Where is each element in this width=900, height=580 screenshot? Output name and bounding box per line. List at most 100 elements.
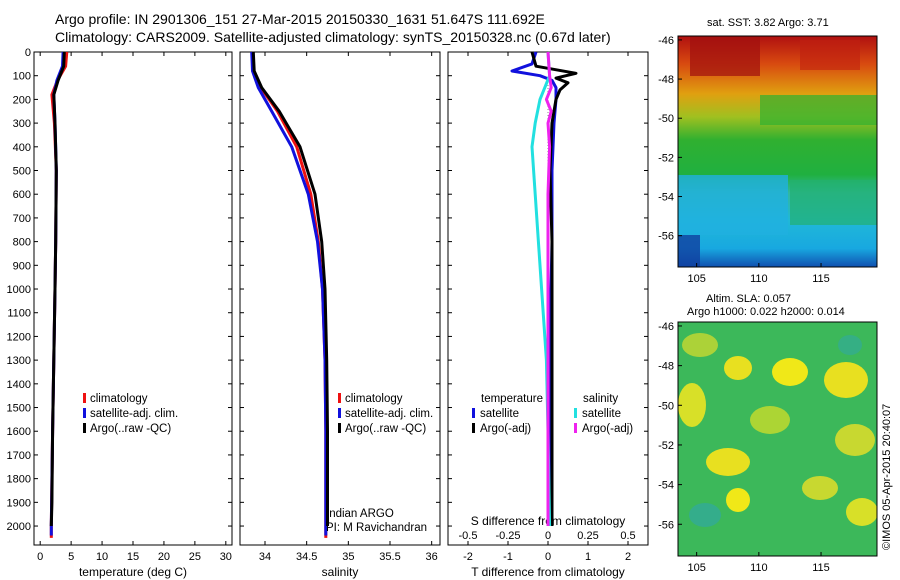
y-tick-label: 1400: [7, 379, 31, 391]
salinity-legend: climatology satellite-adj. clim. Argo(..…: [338, 393, 433, 435]
sla-blob: [772, 358, 808, 386]
legend-label-argo: Argo(..raw -QC): [345, 423, 426, 435]
y-tick-label: 0: [25, 47, 31, 59]
sla-map-title-1: Altim. SLA: 0.057: [706, 293, 791, 305]
sla-low: [838, 335, 862, 355]
map-lat-label: -54: [658, 480, 674, 492]
sst-map-title: sat. SST: 3.82 Argo: 3.71: [707, 17, 829, 29]
x2-tick-label: -0.5: [459, 530, 478, 542]
map-lat-label: -52: [658, 152, 674, 164]
legend-label-satellite: satellite-adj. clim.: [345, 408, 433, 420]
sst-map-border: [677, 35, 878, 268]
map-lon-label: 115: [812, 273, 830, 285]
series-argo-raw-qc-line: [251, 51, 329, 526]
sla-blob: [835, 424, 875, 456]
series-argo-raw-qc-line: [49, 51, 66, 527]
legend-label-s-satellite: satellite: [582, 408, 621, 420]
series-satellite-adj-clim-line: [250, 51, 328, 536]
map-lon-label: 110: [750, 562, 768, 574]
legend-swatch-climatology: [338, 393, 341, 403]
x2-tick-label: 0.5: [620, 530, 635, 542]
x-axis-label: T difference from climatology: [471, 565, 625, 579]
float-pi: PI: M Ravichandran: [326, 522, 427, 534]
temperature-legend: climatology satellite-adj. clim. Argo(..…: [83, 393, 178, 435]
legend-swatch-s-satellite: [574, 408, 577, 418]
y-tick-label: 1000: [7, 284, 31, 296]
map-lat-label: -46: [658, 35, 674, 47]
sst-cold-patch: [678, 175, 788, 235]
temperature-plot-frame: [33, 51, 233, 546]
x2-tick-label: -0.25: [495, 530, 520, 542]
y-tick-label: 400: [13, 142, 31, 154]
map-lon-label: 105: [687, 562, 705, 574]
map-lat-label: -52: [658, 440, 674, 452]
sla-low: [689, 503, 721, 527]
float-program: Indian ARGO: [326, 508, 394, 520]
legend-label-s-argo: Argo(-adj): [582, 423, 633, 435]
legend-head-salinity: salinity: [583, 393, 618, 405]
x-tick-label: 35.5: [379, 551, 400, 563]
x-tick-label: -2: [463, 551, 473, 563]
sla-blob: [724, 356, 752, 380]
y-tick-label: 500: [13, 166, 31, 178]
x-tick-label: 10: [96, 551, 108, 563]
x-tick-label: 34: [259, 551, 271, 563]
y-tick-label: 300: [13, 118, 31, 130]
sla-blob: [726, 488, 750, 512]
legend-swatch-t-satellite: [472, 408, 475, 418]
header-line2: Climatology: CARS2009. Satellite-adjuste…: [55, 29, 611, 45]
legend-label-t-satellite: satellite: [480, 408, 519, 420]
header-line1: Argo profile: IN 2901306_151 27-Mar-2015…: [55, 11, 545, 27]
legend-swatch-climatology: [83, 393, 86, 403]
sst-transition-patch: [760, 95, 877, 125]
difference-legend: temperature salinity satellite Argo(-adj…: [472, 393, 633, 435]
legend-swatch-argo: [83, 423, 86, 433]
map-lat-label: -54: [658, 192, 674, 204]
legend-label-climatology: climatology: [90, 393, 148, 405]
map-lat-label: -56: [658, 519, 674, 531]
legend-swatch-argo: [338, 423, 341, 433]
sst-warm-patch: [800, 40, 860, 70]
difference-chart: -2 -1 0 1 2T difference from climatology -0.5…: [448, 51, 648, 579]
x2-tick-label: 0.25: [577, 530, 598, 542]
series-t-argo-adj-line: [530, 51, 578, 526]
series-s-argo-adj-line: [544, 51, 553, 526]
legend-swatch-s-argo: [574, 423, 577, 433]
y-tick-label: 2000: [7, 521, 31, 533]
sla-blob: [802, 476, 838, 500]
salinity-plot-frame: [239, 51, 441, 546]
map-lon-label: 110: [750, 273, 768, 285]
sst-warm-patch: [690, 36, 760, 76]
x2-tick-label: 0: [545, 530, 551, 542]
legend-label-climatology: climatology: [345, 393, 403, 405]
map-lat-label: -50: [658, 400, 674, 412]
sla-blob: [846, 498, 877, 526]
sla-map: 105 110 115 -46 -48 -50 -52 -54 -56: [658, 321, 878, 574]
x-tick-label: 34.5: [296, 551, 317, 563]
x-axis-label: temperature (deg C): [79, 565, 187, 579]
salinity-chart: 34 34.5 35 35.5 36 salinity: [240, 51, 440, 579]
temperature-chart: 0100200300400500600700800900100011001200…: [7, 47, 232, 579]
sst-map: 105 110 115 -46 -48 -50 -52 -54 -56: [658, 35, 878, 285]
imos-credit: ©IMOS 05-Apr-2015 20:40:07: [881, 404, 893, 550]
sla-blob: [750, 406, 790, 434]
sla-blob: [678, 383, 706, 427]
sla-blob: [682, 333, 718, 357]
legend-swatch-satellite: [338, 408, 341, 418]
map-lat-label: -46: [658, 321, 674, 333]
map-lon-label: 115: [812, 562, 830, 574]
x-tick-label: 15: [127, 551, 139, 563]
x-tick-label: 30: [220, 551, 232, 563]
y-tick-label: 1100: [7, 308, 31, 320]
legend-swatch-t-argo: [472, 423, 475, 433]
legend-label-argo: Argo(..raw -QC): [90, 423, 171, 435]
x-tick-label: 2: [625, 551, 631, 563]
y-tick-label: 1300: [7, 355, 31, 367]
y-tick-label: 1900: [7, 497, 31, 509]
x-tick-label: 36: [426, 551, 438, 563]
sst-cold-patch: [790, 180, 877, 225]
y-tick-label: 800: [13, 237, 31, 249]
map-lat-label: -48: [658, 74, 674, 86]
y-tick-label: 1700: [7, 450, 31, 462]
